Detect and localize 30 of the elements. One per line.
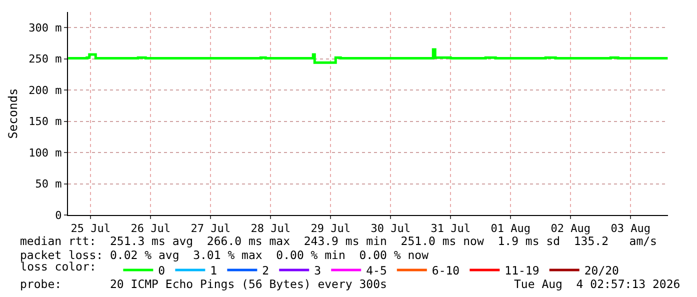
y-tick-label: 100 m xyxy=(28,146,62,160)
x-tick-label: 02 Aug xyxy=(550,222,591,236)
legend-label: 1 xyxy=(210,263,218,278)
y-tick-label: 200 m xyxy=(28,84,62,97)
x-tick-label: 29 Jul xyxy=(310,222,351,236)
y-tick-label: 50 m xyxy=(35,178,62,191)
y-axis-title: Seconds xyxy=(6,88,20,139)
text: packet loss: 0.02 % avg 3.01 % max 0.00 % min 0.00 % now xyxy=(20,248,429,262)
legend-label: 20/20 xyxy=(584,263,620,278)
x-tick-label: 27 Jul xyxy=(190,222,231,236)
legend-label: 6-10 xyxy=(432,263,460,278)
text: probe: 20 ICMP Echo Pings (56 Bytes) every 300s xyxy=(20,277,387,291)
x-tick-label: 31 Jul xyxy=(430,222,471,236)
x-tick-label: 28 Jul xyxy=(250,222,291,236)
y-tick-label: 0 xyxy=(55,208,62,222)
x-tick-label: 01 Aug xyxy=(490,222,531,236)
y-tick-label: 300 m xyxy=(28,21,62,34)
y-tick-label: 250 m xyxy=(28,52,62,66)
legend-label: 3 xyxy=(314,263,322,278)
legend-label: 2 xyxy=(262,263,270,278)
x-tick-label: 03 Aug xyxy=(610,222,651,236)
legend-label: 11-19 xyxy=(504,263,540,278)
y-tick-label: 150 m xyxy=(28,115,62,128)
text: median rtt: 251.3 ms avg 266.0 ms max 243.9 ms min 251.0 ms now 1.9 ms sd 135.2 am/s xyxy=(20,234,657,248)
legend-label: 4-5 xyxy=(366,263,387,278)
x-tick-label: 26 Jul xyxy=(130,222,171,236)
x-tick-label: 25 Jul xyxy=(70,222,111,236)
legend-label: 0 xyxy=(158,263,166,278)
text: Tue Aug 4 02:57:13 2026 xyxy=(514,277,680,291)
x-tick-label: 30 Jul xyxy=(370,222,411,236)
